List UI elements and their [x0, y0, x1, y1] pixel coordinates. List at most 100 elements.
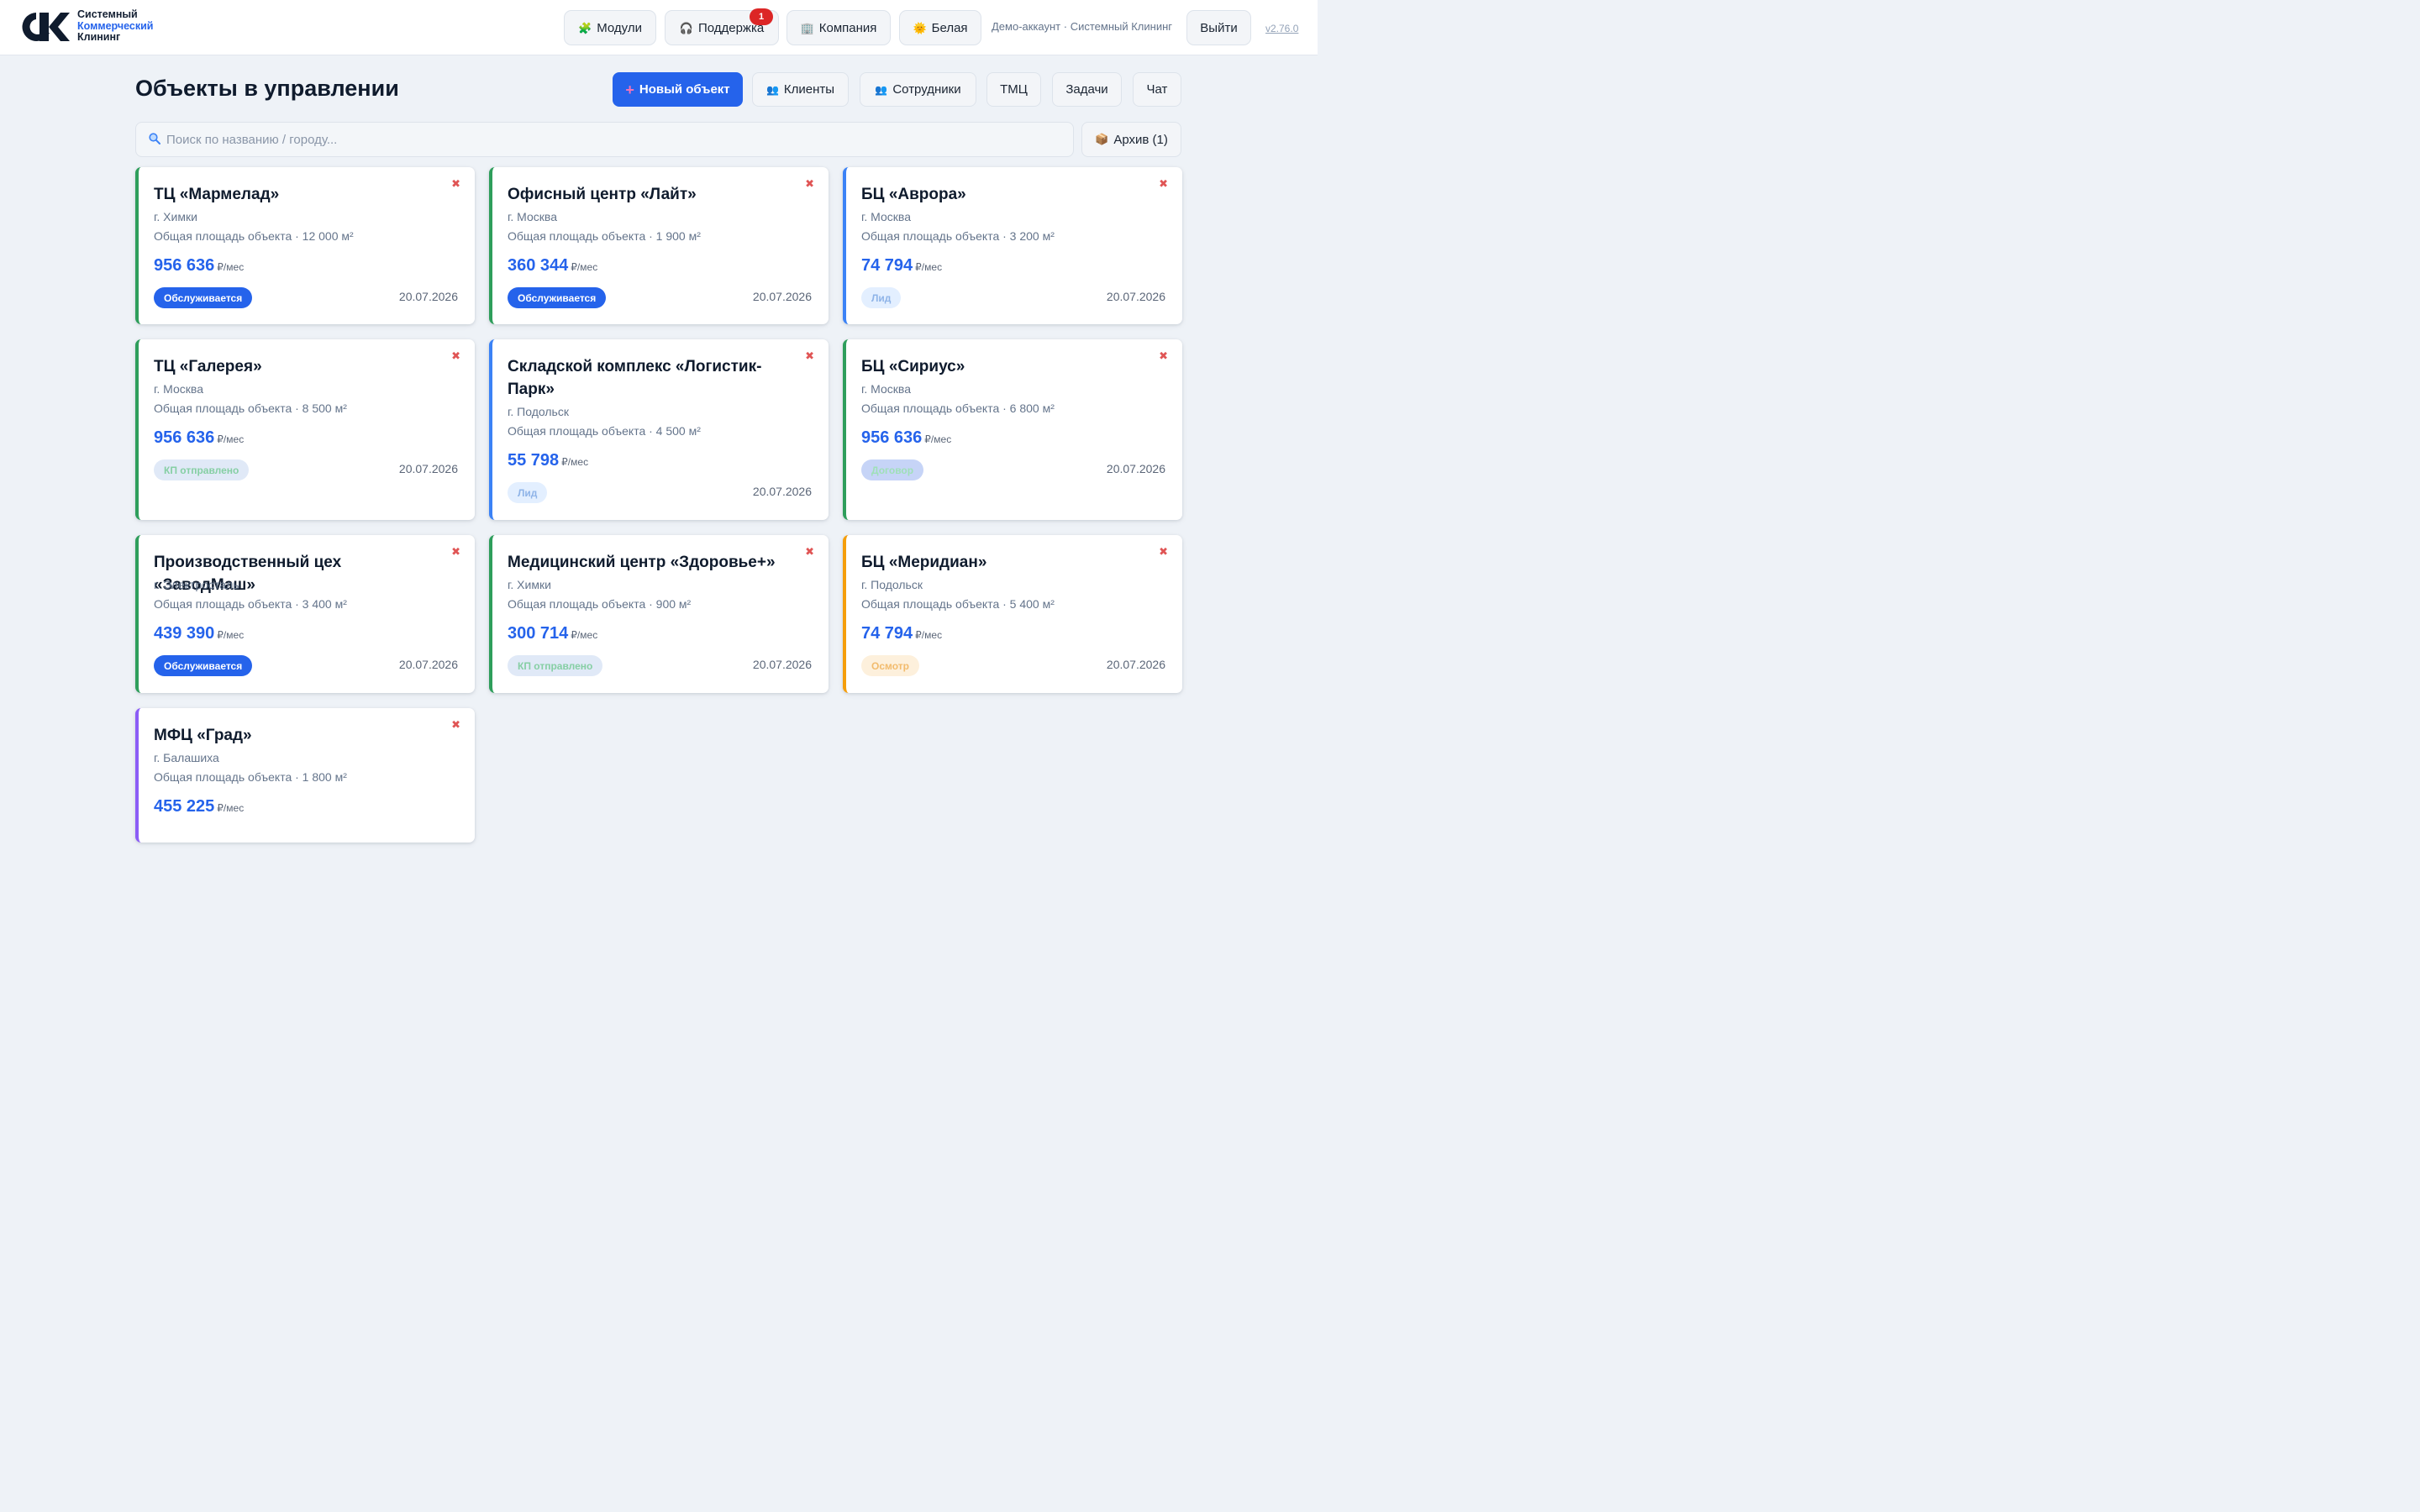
- object-card[interactable]: БЦ «Меридиан» ✖ г. Подольск Общая площадь о…: [843, 535, 1182, 693]
- close-icon[interactable]: ✖: [805, 545, 814, 558]
- status-badge: Лид: [508, 482, 548, 503]
- account-info: Демо-аккаунт · Системный Клининг: [992, 20, 1172, 33]
- close-icon[interactable]: ✖: [1159, 177, 1168, 190]
- object-price: 956 636 ₽/мес: [154, 428, 244, 448]
- object-name[interactable]: Производственный цех «ЗаводМаш»: [154, 554, 342, 594]
- clients-label: Клиенты: [783, 82, 835, 97]
- object-name[interactable]: БЦ «Аврора»: [861, 186, 966, 203]
- status-badge: КП отправлено: [154, 459, 250, 480]
- search-input[interactable]: [166, 123, 1065, 156]
- close-icon[interactable]: ✖: [805, 349, 814, 362]
- object-city: г. Москва: [861, 210, 911, 223]
- object-city: г. Химки: [154, 210, 197, 223]
- close-icon[interactable]: ✖: [451, 177, 460, 190]
- new-object-button[interactable]: + Новый объект: [613, 72, 743, 107]
- modules-button[interactable]: 🧩 Модули: [564, 10, 656, 45]
- price-value: 439 390: [154, 624, 215, 643]
- price-unit: ₽/мес: [561, 456, 589, 468]
- object-date: 20.07.2026: [752, 658, 812, 671]
- object-name[interactable]: ТЦ «Галерея»: [154, 358, 262, 375]
- tmc-label: ТМЦ: [1000, 82, 1028, 97]
- object-name[interactable]: ТЦ «Мармелад»: [154, 186, 280, 203]
- object-card[interactable]: Офисный центр «Лайт» ✖ г. Москва Общая площ…: [489, 167, 829, 324]
- object-price: 74 794 ₽/мес: [861, 624, 942, 643]
- support-button[interactable]: 🎧 Поддержка 1: [665, 8, 779, 45]
- object-area: Общая площадь объекта · 4 500 м²: [508, 424, 701, 438]
- object-city: г. Электросталь: [154, 578, 239, 591]
- object-price: 55 798 ₽/мес: [508, 451, 588, 470]
- object-area: Общая площадь объекта · 8 500 м²: [154, 402, 347, 415]
- object-card[interactable]: ТЦ «Мармелад» ✖ г. Химки Общая площадь объе…: [135, 167, 475, 324]
- box-icon: 📦: [1095, 133, 1109, 145]
- object-city: г. Подольск: [861, 578, 923, 591]
- notification-badge: 1: [750, 8, 773, 25]
- price-unit: ₽/мес: [571, 629, 598, 641]
- object-card[interactable]: ТЦ «Галерея» ✖ г. Москва Общая площадь объе…: [135, 339, 475, 520]
- price-unit: ₽/мес: [217, 802, 245, 814]
- logout-button[interactable]: Выйти: [1186, 10, 1251, 45]
- price-unit: ₽/мес: [217, 433, 245, 445]
- tasks-button[interactable]: Задачи: [1052, 72, 1122, 107]
- object-date: 20.07.2026: [752, 485, 812, 498]
- archive-button[interactable]: 📦 Архив (1): [1081, 122, 1181, 157]
- search-box: [135, 122, 1074, 157]
- price-value: 956 636: [154, 256, 215, 275]
- object-city: г. Москва: [508, 210, 557, 223]
- tmc-button[interactable]: ТМЦ: [986, 72, 1041, 107]
- object-price: 300 714 ₽/мес: [508, 624, 597, 643]
- page-title: Объекты в управлении: [135, 76, 399, 101]
- theme-button[interactable]: 🌞 Белая: [899, 10, 981, 45]
- close-icon[interactable]: ✖: [451, 349, 460, 362]
- object-card[interactable]: Производственный цех «ЗаводМаш» ✖ г. Элект…: [135, 535, 475, 693]
- price-value: 360 344: [508, 256, 569, 275]
- object-price: 956 636 ₽/мес: [154, 256, 244, 276]
- object-date: 20.07.2026: [752, 290, 812, 303]
- close-icon[interactable]: ✖: [805, 177, 814, 190]
- sun-icon: 🌞: [913, 21, 927, 34]
- people-icon: 👥: [765, 83, 779, 96]
- object-price: 360 344 ₽/мес: [508, 256, 597, 276]
- archive-label: Архив (1): [1113, 132, 1168, 147]
- object-date: 20.07.2026: [398, 290, 458, 303]
- close-icon[interactable]: ✖: [1159, 349, 1168, 362]
- price-value: 55 798: [508, 451, 560, 470]
- object-card[interactable]: МФЦ «Град» ✖ г. Балашиха Общая площадь объе…: [135, 708, 475, 843]
- object-name[interactable]: Складской комплекс «Логистик-Парк»: [508, 358, 762, 398]
- close-icon[interactable]: ✖: [451, 718, 460, 731]
- object-area: Общая площадь объекта · 5 400 м²: [861, 597, 1055, 611]
- object-area: Общая площадь объекта · 1 800 м²: [154, 770, 347, 784]
- employees-label: Сотрудники: [892, 82, 961, 97]
- tasks-label: Задачи: [1065, 82, 1108, 97]
- people-icon: 👥: [875, 83, 888, 96]
- company-logo[interactable]: [18, 10, 71, 44]
- company-button[interactable]: 🏢 Компания: [786, 10, 891, 45]
- logout-label: Выйти: [1200, 20, 1238, 35]
- object-city: г. Подольск: [508, 405, 569, 418]
- object-name[interactable]: БЦ «Меридиан»: [861, 554, 987, 571]
- object-card[interactable]: Медицинский центр «Здоровье+» ✖ г. Химки Об…: [489, 535, 829, 693]
- modules-label: Модули: [597, 20, 642, 35]
- headphones-icon: 🎧: [679, 21, 693, 34]
- object-card[interactable]: БЦ «Сириус» ✖ г. Москва Общая площадь объек…: [843, 339, 1182, 520]
- object-date: 20.07.2026: [1106, 462, 1165, 475]
- status-badge: Лид: [861, 287, 902, 308]
- employees-button[interactable]: 👥 Сотрудники: [860, 72, 976, 107]
- object-name[interactable]: МФЦ «Град»: [154, 727, 252, 744]
- support-label: Поддержка: [697, 20, 765, 35]
- object-card[interactable]: Складской комплекс «Логистик-Парк» ✖ г. По…: [489, 339, 829, 520]
- object-city: г. Москва: [861, 382, 911, 396]
- object-name[interactable]: Офисный центр «Лайт»: [508, 186, 697, 203]
- object-card[interactable]: БЦ «Аврора» ✖ г. Москва Общая площадь объек…: [843, 167, 1182, 324]
- object-name[interactable]: Медицинский центр «Здоровье+»: [508, 554, 776, 571]
- clients-button[interactable]: 👥 Клиенты: [752, 72, 849, 107]
- version-link[interactable]: v2.76.0: [1265, 23, 1299, 34]
- close-icon[interactable]: ✖: [1159, 545, 1168, 558]
- status-badge: Обслуживается: [508, 287, 607, 308]
- chat-button[interactable]: Чат: [1133, 72, 1181, 107]
- object-city: г. Балашиха: [154, 751, 219, 764]
- object-name[interactable]: БЦ «Сириус»: [861, 358, 965, 375]
- close-icon[interactable]: ✖: [451, 545, 460, 558]
- object-area: Общая площадь объекта · 12 000 м²: [154, 229, 354, 243]
- price-value: 455 225: [154, 797, 215, 816]
- search-icon: [149, 133, 160, 144]
